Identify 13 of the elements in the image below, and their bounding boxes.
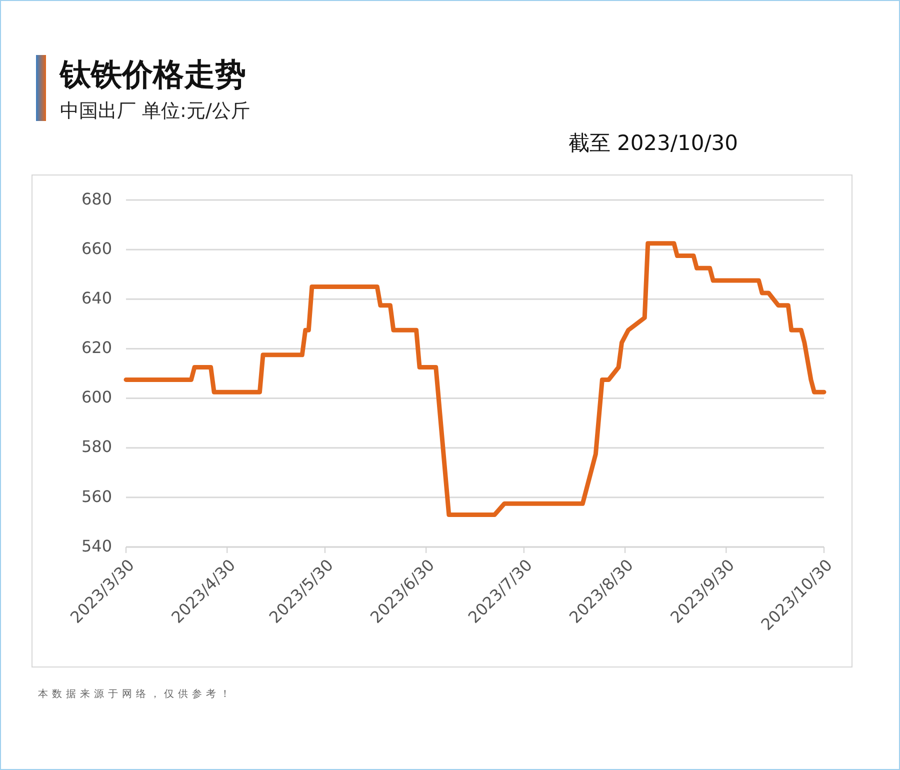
y-tick-label: 540 — [81, 536, 112, 556]
chart-subtitle: 中国出厂 单位:元/公斤 — [60, 100, 250, 122]
chart-title: 钛铁价格走势 — [59, 57, 246, 93]
y-tick-label: 580 — [81, 437, 112, 456]
y-tick-label: 600 — [81, 388, 112, 407]
text: 截至 2023/10/30 — [568, 131, 738, 155]
y-tick-label: 560 — [81, 486, 112, 506]
y-tick-label: 660 — [81, 238, 112, 258]
y-tick-label: 620 — [81, 338, 112, 358]
text: 本数据来源于网络，仅供参考！ — [38, 688, 234, 700]
line-series — [124, 241, 826, 518]
y-tick-label: 680 — [81, 189, 112, 208]
y-tick-label: 640 — [81, 288, 112, 308]
